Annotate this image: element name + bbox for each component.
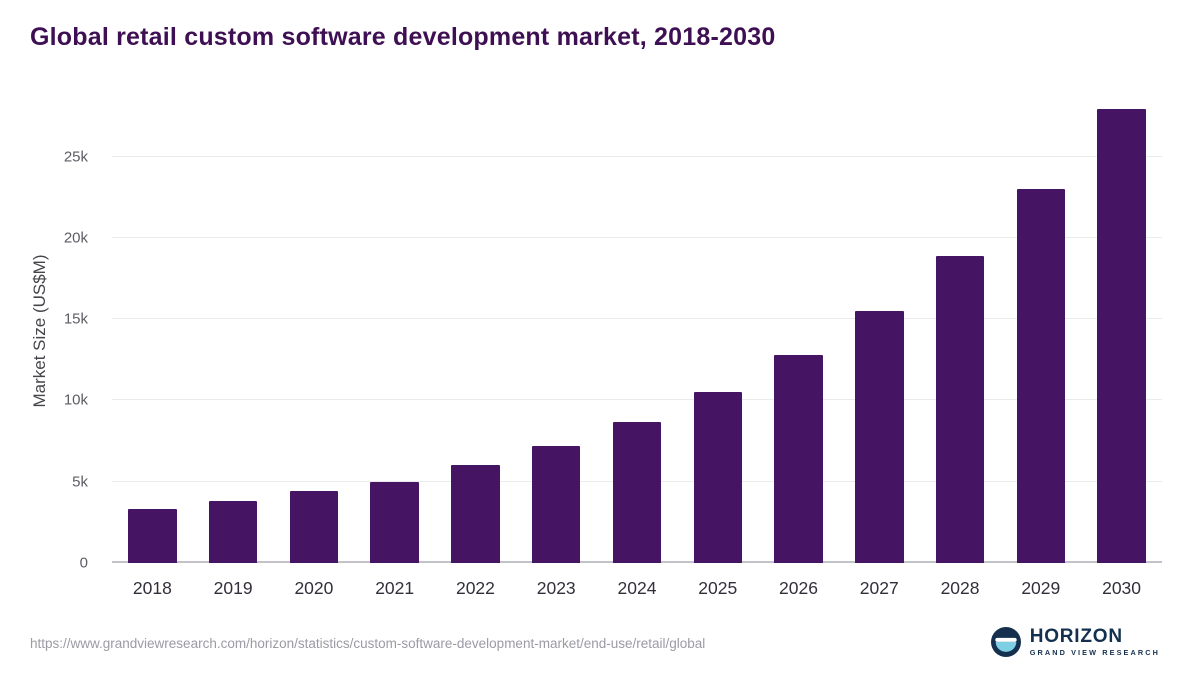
source-url: https://www.grandviewresearch.com/horizo… [30,636,706,651]
bar-2028[interactable] [935,255,985,563]
bar-slot [516,98,597,563]
bars [112,98,1162,563]
x-axis-label: 2020 [294,578,334,598]
y-tick-label: 15k [63,310,88,328]
gridline [112,318,1162,320]
x-axis-label: 2018 [132,578,172,598]
bar-slot [677,98,758,563]
gridline [112,399,1162,401]
bar-2024[interactable] [612,421,662,563]
gridline [112,155,1162,157]
bar-slot [112,98,193,563]
bar-2030[interactable] [1097,109,1146,563]
bar-2019[interactable] [208,501,258,563]
horizon-logo-icon [990,627,1021,657]
y-tick-labels: 0 5k 10k 15k 20k 25k [28,98,104,571]
bar-slot [354,98,435,563]
bar-slot [435,98,516,563]
bar-2022[interactable] [451,465,500,563]
bar-2023[interactable] [531,445,581,563]
x-axis-label: 2026 [779,578,818,598]
bar-2026[interactable] [774,354,823,563]
x-axis-label: 2025 [698,578,738,598]
bar-slot [274,98,355,563]
x-axis-label: 2019 [213,578,253,598]
x-axis-label: 2027 [859,578,899,598]
logo-name: HORIZON [1029,626,1123,648]
brand-logo: HORIZON GRAND VIEW RESEARCH [990,627,1160,657]
bar-2020[interactable] [289,491,339,563]
bar-2021[interactable] [370,481,419,563]
chart-title: Global retail custom software developmen… [30,23,776,51]
bar-2018[interactable] [128,509,177,563]
bar-2029[interactable] [1016,189,1066,563]
bar-chart: Market Size (US$M) 0 5k 10k 15k 20k 25k 2018 2… [28,98,1162,598]
x-axis-label: 2022 [455,578,495,598]
logo-text: HORIZON GRAND VIEW RESEARCH [1030,627,1160,656]
bar-slot [1000,98,1081,563]
x-axis-label: 2023 [536,578,576,598]
bar-slot [597,98,678,563]
bar-slot [920,98,1001,563]
x-axis-label: 2024 [617,578,657,598]
x-axis-label: 2030 [1102,578,1142,598]
y-tick-label: 20k [63,229,88,247]
bar-slot [1081,98,1162,563]
bar-slot [193,98,274,563]
bar-2025[interactable] [693,392,742,563]
x-axis-label: 2028 [940,578,980,598]
x-axis-label: 2029 [1021,578,1061,598]
y-tick-label: 0 [79,554,88,572]
x-axis-label: 2021 [375,578,415,598]
gridline [112,236,1162,238]
y-tick-label: 25k [63,148,88,166]
bar-2027[interactable] [855,311,904,563]
x-axis-labels: 2018 2019 2020 2021 2022 2023 2024 2025 2026 2027… [112,563,1162,605]
plot-area [112,98,1162,563]
bar-slot [839,98,920,563]
y-tick-label: 10k [63,391,88,409]
y-tick-label: 5k [72,473,88,491]
bar-slot [758,98,839,563]
logo-subtitle: GRAND VIEW RESEARCH [1029,648,1160,658]
